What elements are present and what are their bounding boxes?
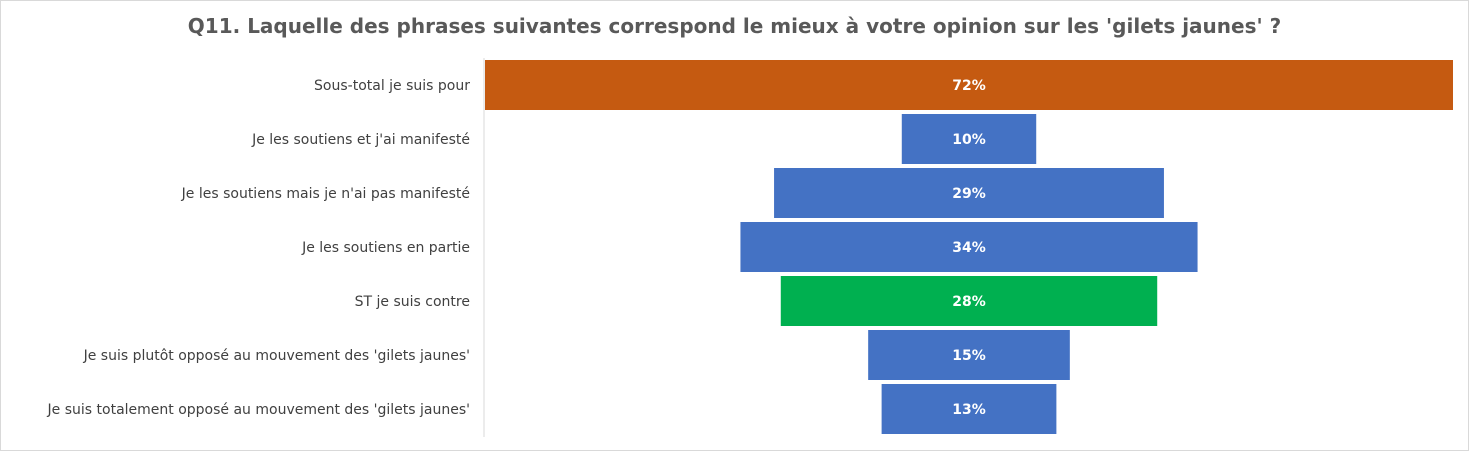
bar-4 [740, 222, 1198, 272]
data-label-3: 29% [952, 186, 986, 202]
chart-title: Q11. Laquelle des phrases suivantes corr… [187, 14, 1282, 38]
category-label-1: Sous-total je suis pour [314, 78, 470, 94]
data-label-7: 13% [952, 402, 986, 418]
category-label-4: Je les soutiens en partie [301, 240, 470, 256]
category-label-3: Je les soutiens mais je n'ai pas manifes… [181, 186, 470, 202]
bar-7 [881, 384, 1057, 434]
bar-2 [901, 114, 1037, 164]
data-label-1: 72% [952, 78, 986, 94]
data-label-4: 34% [952, 240, 986, 256]
data-label-2: 10% [952, 132, 986, 148]
bar-6 [868, 330, 1070, 380]
category-label-2: Je les soutiens et j'ai manifesté [251, 132, 470, 148]
bars-group: 72% Sous-total je suis pour 10% Je les sout… [47, 60, 1453, 434]
category-label-6: Je suis plutôt opposé au mouvement des '… [83, 348, 470, 364]
data-label-5: 28% [952, 294, 986, 310]
bar-5 [780, 276, 1158, 326]
category-label-5: ST je suis contre [355, 294, 470, 310]
bar-1 [485, 60, 1453, 110]
category-label-7: Je suis totalement opposé au mouvement d… [47, 402, 470, 418]
bar-3 [774, 168, 1164, 218]
data-label-6: 15% [952, 348, 986, 364]
